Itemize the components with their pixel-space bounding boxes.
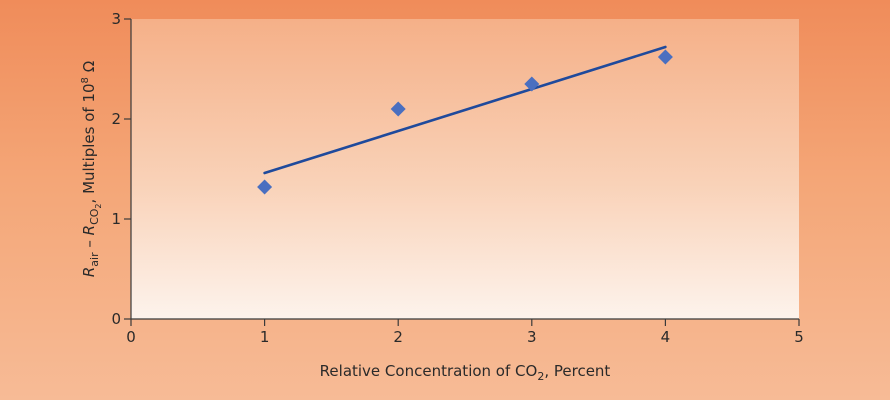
x-axis-title: Relative Concentration of CO2, Percent bbox=[320, 362, 611, 383]
y-axis-title-r2-subsub: 2 bbox=[94, 203, 103, 208]
data-marks bbox=[257, 45, 673, 195]
y-axis-title-exponent: 8 bbox=[80, 77, 91, 83]
x-axis-title-tail: , Percent bbox=[544, 362, 610, 380]
data-point-diamond bbox=[524, 76, 540, 92]
y-axis-title-r2-sub: CO bbox=[88, 208, 101, 225]
data-point-diamond bbox=[257, 179, 273, 195]
x-tick-label: 5 bbox=[794, 328, 804, 346]
x-tick-label: 2 bbox=[393, 328, 403, 346]
trend-line bbox=[263, 45, 667, 175]
y-axis-title-r1-sub: air bbox=[88, 252, 101, 267]
plot-area bbox=[131, 19, 799, 319]
axes: 0 1 2 3 0 1 2 3 4 5 bbox=[111, 10, 803, 346]
x-axis-title-subscript: 2 bbox=[537, 370, 544, 383]
y-axis-title-r2: R bbox=[80, 225, 98, 235]
data-point-diamond bbox=[657, 49, 673, 65]
y-axis-title-dash: – bbox=[80, 235, 98, 252]
x-tick-label: 3 bbox=[527, 328, 537, 346]
x-tick-label: 0 bbox=[126, 328, 136, 346]
y-tick-label: 2 bbox=[111, 110, 121, 128]
y-tick-label: 1 bbox=[111, 210, 121, 228]
x-tick-label: 4 bbox=[661, 328, 671, 346]
y-axis-title-unit: Ω bbox=[80, 61, 98, 77]
x-axis-title-main: Relative Concentration of CO bbox=[320, 362, 538, 380]
y-axis-title-tail: , Multiples of 10 bbox=[80, 83, 98, 203]
y-axis-title: Rair – RCO2, Multiples of 108 Ω bbox=[80, 61, 103, 277]
x-tick-label: 1 bbox=[260, 328, 270, 346]
data-point-diamond bbox=[390, 101, 406, 117]
y-tick-label: 0 bbox=[111, 310, 121, 328]
y-tick-label: 3 bbox=[111, 10, 121, 28]
y-axis-title-r1: R bbox=[80, 267, 98, 277]
